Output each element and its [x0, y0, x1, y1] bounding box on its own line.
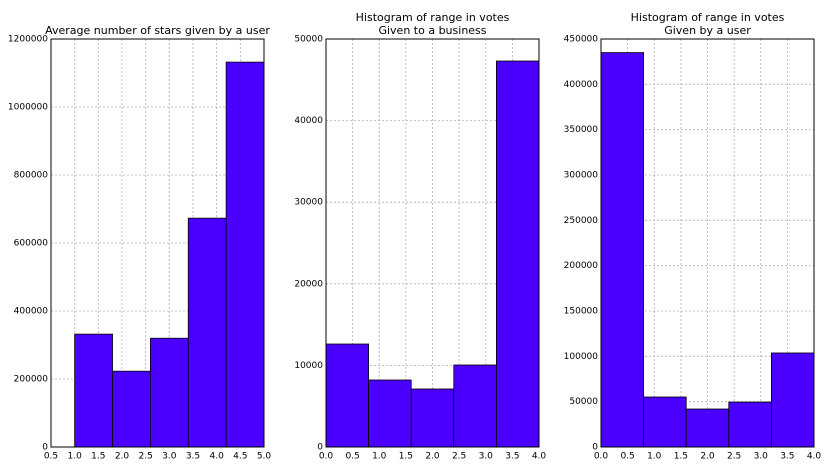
x-tick-label: 0.5: [345, 452, 359, 462]
y-tick-label: 200000: [564, 261, 599, 271]
y-tick-label: 400000: [564, 80, 599, 90]
y-tick-label: 20000: [294, 279, 323, 289]
bar: [771, 352, 815, 448]
x-tick-label: 4.0: [210, 452, 225, 462]
x-tick-label: 3.0: [479, 452, 494, 462]
y-tick-label: 1000000: [8, 103, 48, 113]
chart-title: Given by a user: [664, 24, 751, 37]
x-tick-label: 5.0: [257, 452, 272, 462]
x-tick-label: 4.5: [233, 452, 247, 462]
y-tick-label: 100000: [564, 352, 599, 362]
plot-frame: [325, 38, 540, 448]
bar: [495, 60, 540, 448]
y-tick-label: 200000: [14, 375, 49, 385]
x-tick-label: 3.5: [186, 452, 200, 462]
y-tick-label: 10000: [294, 361, 323, 371]
bar: [149, 337, 189, 448]
bar: [685, 408, 730, 448]
x-tick-label: 0.0: [594, 452, 609, 462]
bar: [728, 401, 772, 448]
x-tick-label: 2.0: [700, 452, 715, 462]
bar: [325, 343, 369, 448]
bar: [112, 370, 151, 448]
chart-title: Given to a business: [378, 24, 486, 37]
x-tick-label: 0.5: [44, 452, 58, 462]
x-tick-label: 1.5: [91, 452, 105, 462]
x-tick-label: 4.0: [807, 452, 822, 462]
chart-title: Average number of stars given by a user: [45, 24, 270, 37]
x-tick-label: 1.0: [647, 452, 662, 462]
chart-title: Histogram of range in votes: [631, 11, 785, 24]
bar: [74, 333, 113, 448]
plot-frame: [50, 38, 265, 448]
y-tick-label: 0: [42, 443, 48, 453]
bar: [453, 364, 497, 448]
y-tick-label: 0: [592, 443, 598, 453]
x-tick-label: 3.0: [754, 452, 769, 462]
x-tick-label: 1.0: [68, 452, 83, 462]
x-tick-label: 3.5: [780, 452, 794, 462]
x-tick-label: 3.5: [505, 452, 519, 462]
bar: [187, 217, 227, 448]
x-tick-label: 2.5: [452, 452, 466, 462]
y-tick-label: 600000: [14, 239, 49, 249]
y-tick-label: 250000: [564, 216, 599, 226]
x-tick-label: 2.5: [139, 452, 153, 462]
x-tick-label: 2.0: [115, 452, 130, 462]
y-tick-label: 40000: [294, 116, 323, 126]
y-tick-label: 800000: [14, 171, 49, 181]
y-tick-label: 50000: [569, 397, 598, 407]
x-tick-label: 1.5: [674, 452, 688, 462]
bar: [600, 52, 644, 448]
bar: [410, 388, 455, 448]
y-tick-label: 30000: [294, 198, 323, 208]
x-tick-label: 1.0: [372, 452, 387, 462]
y-tick-label: 300000: [564, 171, 599, 181]
plot-frame: [600, 38, 815, 448]
y-tick-label: 1200000: [8, 35, 48, 45]
x-tick-label: 2.5: [727, 452, 741, 462]
chart-title: Histogram of range in votes: [356, 11, 510, 24]
y-tick-label: 150000: [564, 307, 599, 317]
x-tick-label: 0.0: [319, 452, 334, 462]
bar: [643, 396, 687, 448]
bar: [225, 61, 265, 448]
bar: [368, 379, 412, 448]
x-tick-label: 3.0: [162, 452, 177, 462]
y-tick-label: 350000: [564, 125, 599, 135]
x-tick-label: 2.0: [425, 452, 440, 462]
x-tick-label: 0.5: [620, 452, 634, 462]
y-tick-label: 450000: [564, 35, 599, 45]
x-tick-label: 4.0: [532, 452, 547, 462]
y-tick-label: 0: [317, 443, 323, 453]
y-tick-label: 50000: [294, 35, 323, 45]
y-tick-label: 400000: [14, 307, 49, 317]
x-tick-label: 1.5: [399, 452, 413, 462]
